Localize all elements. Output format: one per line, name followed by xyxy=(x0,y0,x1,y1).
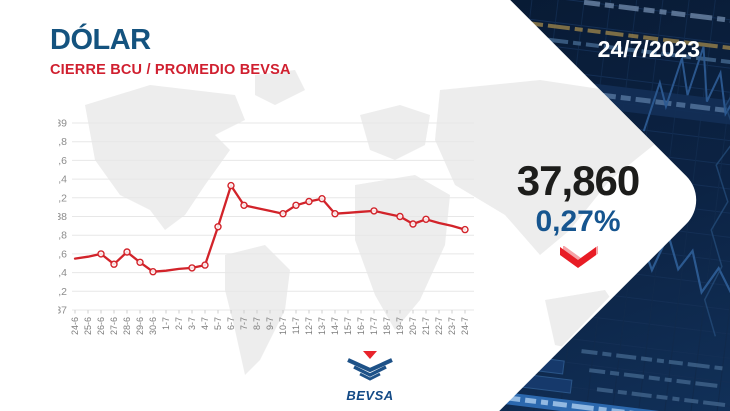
svg-text:1-7: 1-7 xyxy=(161,317,171,330)
svg-text:12-7: 12-7 xyxy=(304,317,314,335)
svg-text:13-7: 13-7 xyxy=(317,317,327,335)
svg-text:8-7: 8-7 xyxy=(252,317,262,330)
svg-text:7-7: 7-7 xyxy=(239,317,249,330)
dollar-value: 37,860 xyxy=(516,157,640,204)
svg-text:30-6: 30-6 xyxy=(148,317,158,335)
svg-text:27-6: 27-6 xyxy=(109,317,119,335)
svg-text:38,2: 38,2 xyxy=(58,192,67,204)
change-percent: 0,27% xyxy=(535,205,621,238)
svg-text:29-6: 29-6 xyxy=(135,317,145,335)
svg-text:38: 38 xyxy=(58,211,67,223)
svg-text:17-7: 17-7 xyxy=(369,317,379,335)
svg-text:4-7: 4-7 xyxy=(200,317,210,330)
svg-text:11-7: 11-7 xyxy=(291,317,301,334)
svg-text:37,8: 37,8 xyxy=(58,230,67,242)
svg-text:2-7: 2-7 xyxy=(174,317,184,330)
svg-text:9-7: 9-7 xyxy=(265,317,275,330)
svg-text:18-7: 18-7 xyxy=(382,317,392,335)
svg-text:14-7: 14-7 xyxy=(330,317,340,335)
bevsa-logo: BEVSA xyxy=(337,351,403,403)
svg-text:39: 39 xyxy=(58,118,67,130)
svg-text:25-6: 25-6 xyxy=(83,317,93,335)
svg-text:37,6: 37,6 xyxy=(58,248,67,260)
dollar-line-chart: 3938,838,638,438,23837,837,637,437,23724… xyxy=(47,118,474,335)
bevsa-logo-text: BEVSA xyxy=(346,388,394,403)
quote-block: 37,860 0,27% xyxy=(488,160,668,275)
svg-text:21-7: 21-7 xyxy=(421,317,431,335)
page-title: DÓLAR xyxy=(50,24,151,56)
dollar-chart: 3938,838,638,438,23837,837,637,437,23724… xyxy=(47,113,488,364)
bevsa-logo-icon xyxy=(347,351,393,381)
svg-text:5-7: 5-7 xyxy=(213,317,223,330)
svg-text:26-6: 26-6 xyxy=(96,317,106,335)
date-label: 24/7/2023 xyxy=(597,36,700,62)
svg-text:38,6: 38,6 xyxy=(58,155,67,167)
svg-text:24-6: 24-6 xyxy=(70,317,80,335)
page-subtitle: CIERRE BCU / PROMEDIO BEVSA xyxy=(50,62,291,78)
svg-text:28-6: 28-6 xyxy=(122,317,132,335)
svg-text:6-7: 6-7 xyxy=(226,317,236,330)
svg-text:24-7: 24-7 xyxy=(460,317,470,335)
svg-text:19-7: 19-7 xyxy=(395,317,405,335)
down-arrow-icon xyxy=(488,245,668,275)
svg-text:38,4: 38,4 xyxy=(58,174,67,186)
svg-text:23-7: 23-7 xyxy=(447,317,457,335)
svg-text:37: 37 xyxy=(58,305,67,317)
svg-text:3-7: 3-7 xyxy=(187,317,197,330)
svg-text:22-7: 22-7 xyxy=(434,317,444,335)
svg-text:10-7: 10-7 xyxy=(278,317,288,335)
svg-text:15-7: 15-7 xyxy=(343,317,353,335)
svg-text:20-7: 20-7 xyxy=(408,317,418,335)
svg-text:38,8: 38,8 xyxy=(58,136,67,148)
svg-text:37,4: 37,4 xyxy=(58,267,67,279)
svg-text:37,2: 37,2 xyxy=(58,286,67,298)
svg-text:16-7: 16-7 xyxy=(356,317,366,335)
